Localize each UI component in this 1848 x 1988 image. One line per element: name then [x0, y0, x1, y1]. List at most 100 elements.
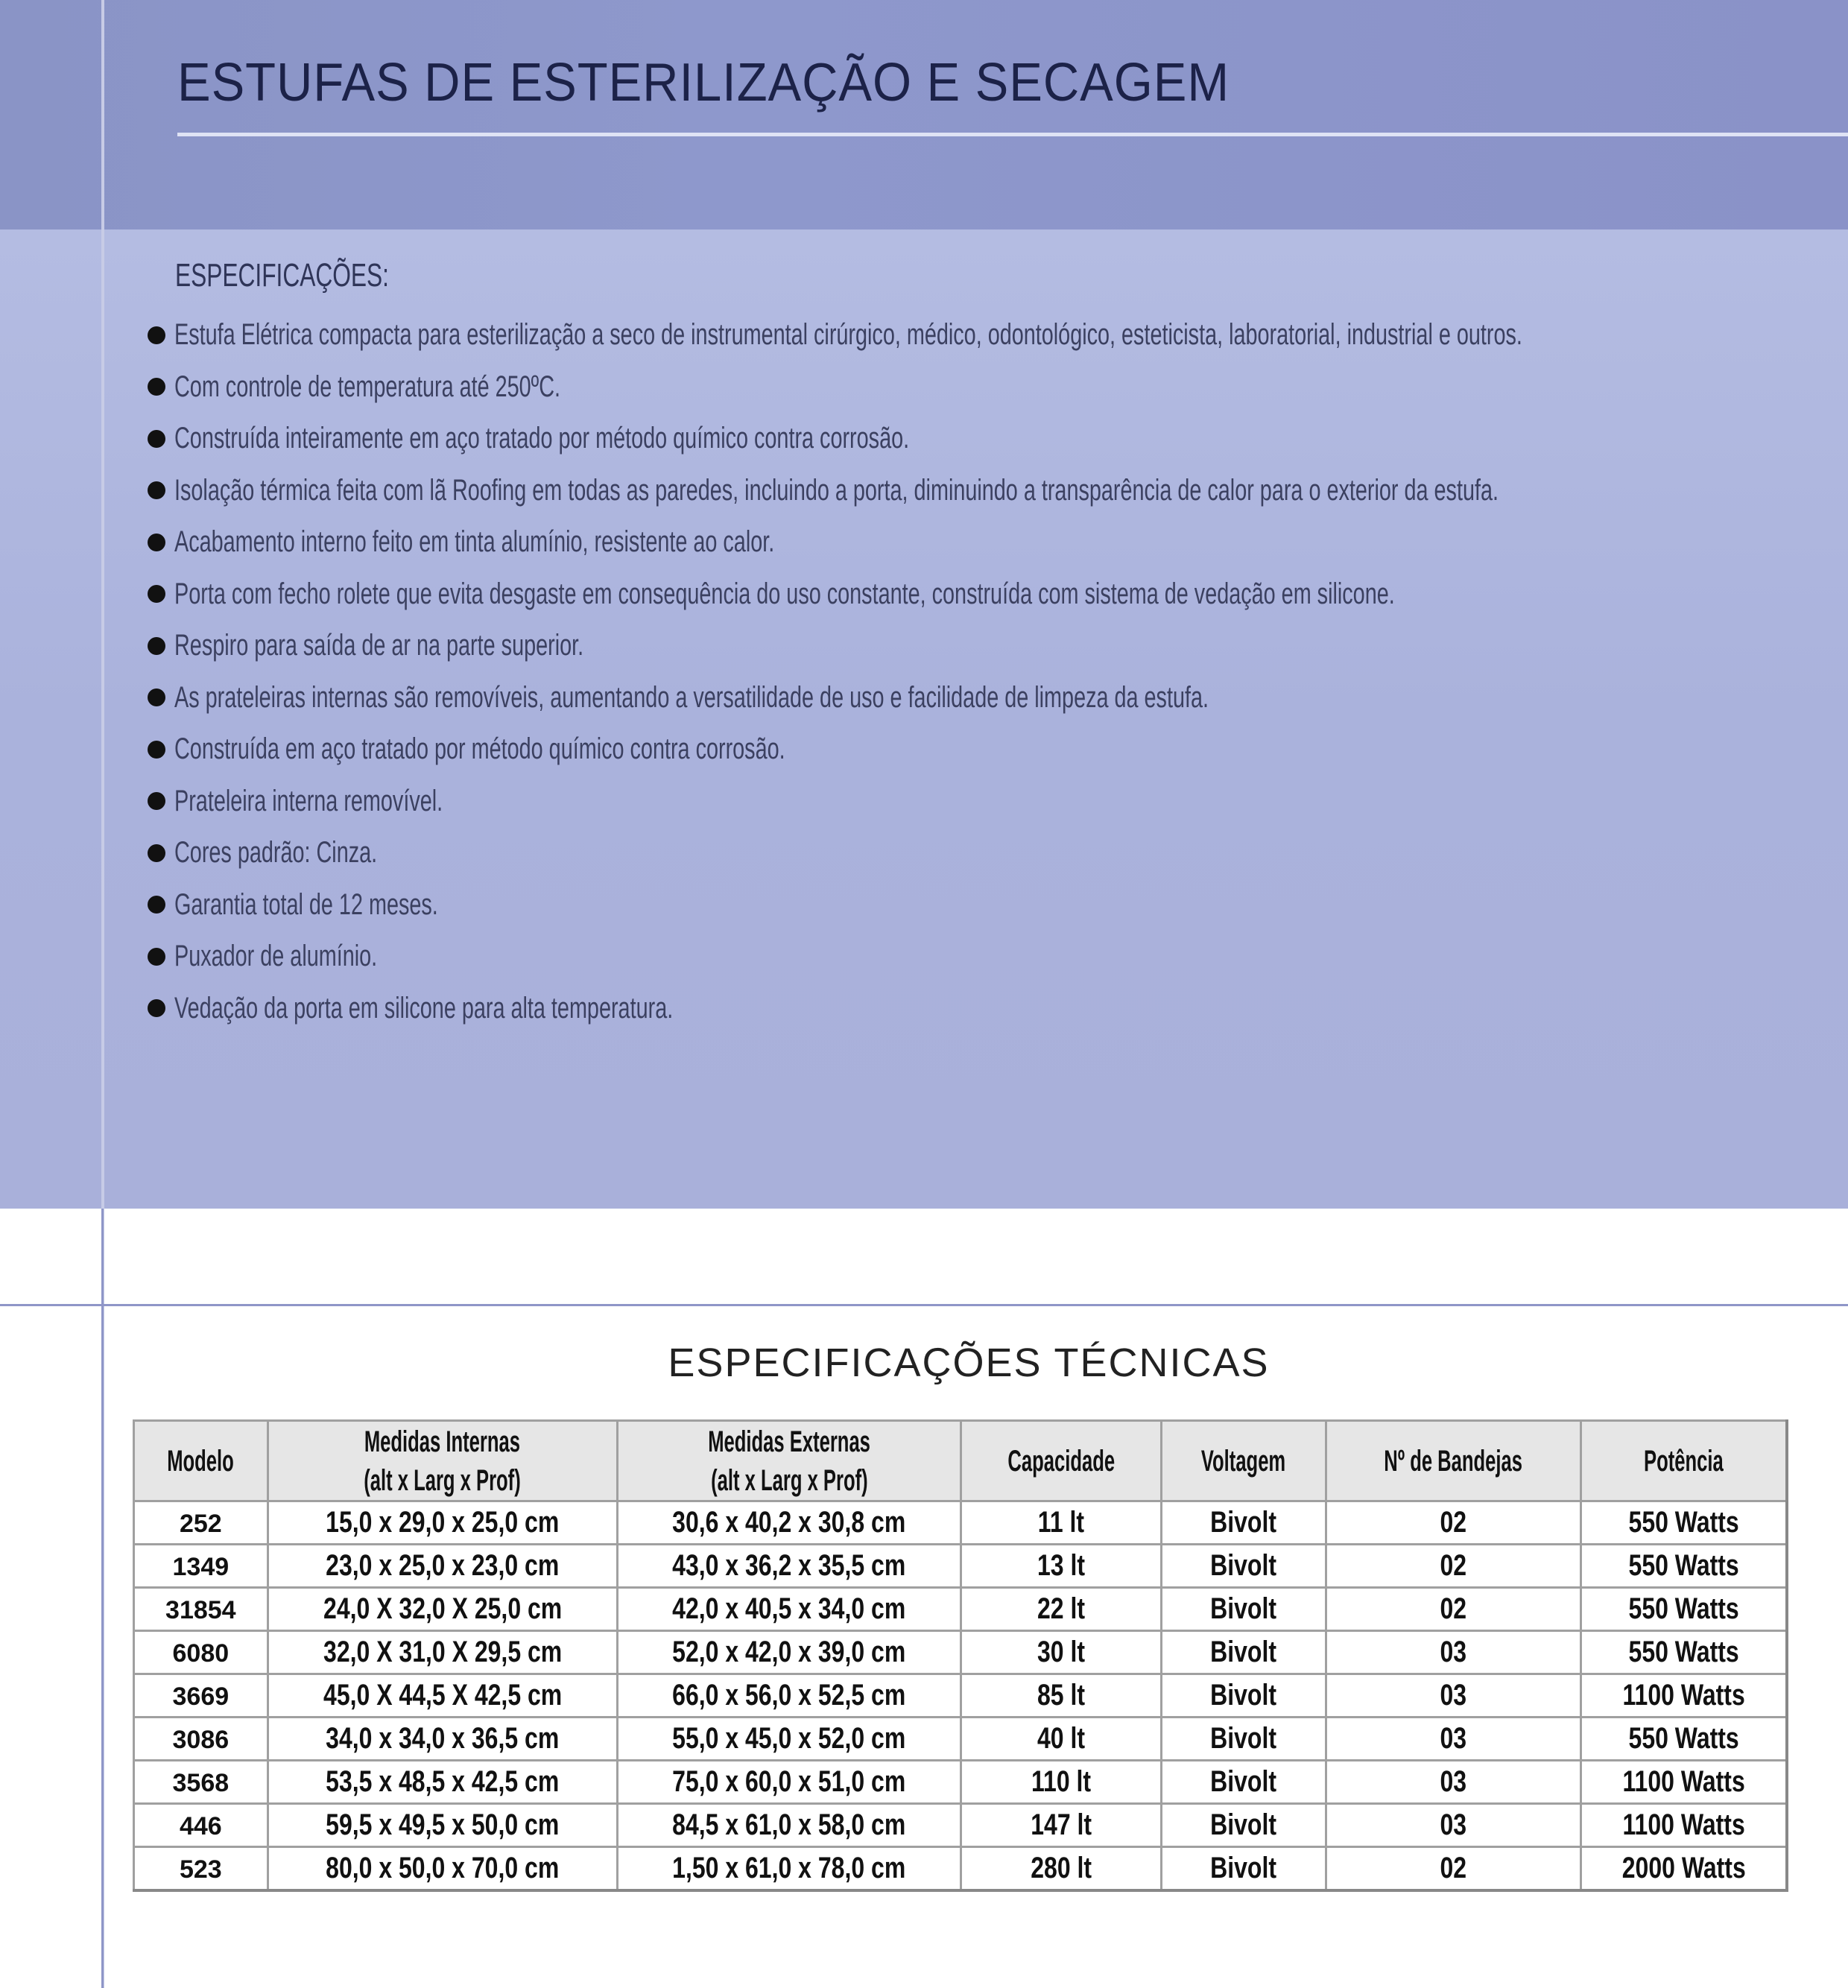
cell-text: 43,0 x 36,2 x 35,5 cm: [672, 1549, 906, 1582]
cell-text: 52,0 x 42,0 x 39,0 cm: [672, 1636, 906, 1668]
bullet-icon: [148, 999, 165, 1018]
table-cell: 1100 Watts: [1580, 1759, 1788, 1805]
spec-text: Cores padrão: Cinza.: [174, 836, 378, 870]
cell-text: 03: [1440, 1808, 1467, 1841]
cell-text: 53,5 x 48,5 x 42,5 cm: [326, 1765, 560, 1798]
spec-item: Acabamento interno feito em tinta alumín…: [148, 516, 1848, 569]
cell-text: 02: [1440, 1549, 1467, 1582]
table-row: 446 59,5 x 49,5 x 50,0 cm 84,5 x 61,0 x 58…: [133, 1802, 1788, 1848]
table-cell: Bivolt: [1159, 1586, 1327, 1632]
cell-text: 22 lt: [1037, 1592, 1086, 1625]
table-cell: 43,0 x 36,2 x 35,5 cm: [616, 1543, 963, 1589]
cell-text: 550 Watts: [1628, 1549, 1739, 1582]
cell-text: 02: [1440, 1506, 1467, 1539]
column-header: Nº de Bandejas: [1324, 1419, 1583, 1502]
cell-text: 3669: [172, 1682, 230, 1711]
table-cell: 523: [133, 1846, 269, 1891]
bullet-icon: [148, 740, 165, 759]
table-row: 3086 34,0 x 34,0 x 36,5 cm 55,0 x 45,0 x 5…: [133, 1716, 1788, 1761]
table-cell: 45,0 X 44,5 X 42,5 cm: [266, 1673, 619, 1718]
header-line: Medidas Internas: [364, 1425, 521, 1458]
bullet-icon: [148, 843, 165, 862]
table-cell: 110 lt: [960, 1759, 1162, 1805]
table-cell: 550 Watts: [1580, 1716, 1788, 1761]
bullet-icon: [148, 481, 165, 500]
tech-specs-table: Modelo Medidas Internas (alt x Larg x Prof…: [133, 1419, 1788, 1892]
table-cell: 40 lt: [960, 1716, 1162, 1761]
table-row: 523 80,0 x 50,0 x 70,0 cm 1,50 x 61,0 x 78…: [133, 1846, 1788, 1891]
bullet-icon: [148, 947, 165, 966]
table-cell: Bivolt: [1159, 1630, 1327, 1675]
bullet-icon: [148, 429, 165, 448]
table-title: ESPECIFICAÇÕES TÉCNICAS: [668, 1340, 1270, 1385]
header-line: Capacidade: [1007, 1444, 1116, 1478]
table-row: 252 15,0 x 29,0 x 25,0 cm 30,6 x 40,2 x 30…: [133, 1500, 1788, 1545]
cell-text: 550 Watts: [1628, 1722, 1739, 1755]
spec-text: Garantia total de 12 meses.: [174, 887, 438, 921]
cell-text: 31854: [165, 1596, 236, 1624]
margin-line: [101, 0, 104, 1988]
cell-text: 80,0 x 50,0 x 70,0 cm: [326, 1851, 560, 1884]
specs-heading: ESPECIFICAÇÕES:: [175, 257, 389, 294]
table-cell: 42,0 x 40,5 x 34,0 cm: [616, 1586, 963, 1632]
table-row: 1349 23,0 x 25,0 x 23,0 cm 43,0 x 36,2 x 3…: [133, 1543, 1788, 1589]
cell-text: 1,50 x 61,0 x 78,0 cm: [672, 1851, 906, 1884]
cell-text: 24,0 X 32,0 X 25,0 cm: [323, 1592, 562, 1625]
bullet-icon: [148, 585, 165, 604]
table-cell: 84,5 x 61,0 x 58,0 cm: [616, 1802, 963, 1848]
spec-item: As prateleiras internas são removíveis, …: [148, 672, 1848, 724]
cell-text: Bivolt: [1210, 1506, 1277, 1539]
table-cell: 32,0 X 31,0 X 29,5 cm: [266, 1630, 619, 1675]
table-cell: 446: [133, 1802, 269, 1848]
spec-text: Porta com fecho rolete que evita desgast…: [174, 577, 1395, 610]
cell-text: Bivolt: [1210, 1636, 1277, 1668]
spec-text: Estufa Elétrica compacta para esteriliza…: [174, 318, 1522, 352]
cell-text: 03: [1440, 1636, 1467, 1668]
cell-text: 550 Watts: [1628, 1506, 1739, 1539]
spec-text: Construída em aço tratado por método quí…: [174, 732, 785, 766]
cell-text: 3568: [172, 1769, 230, 1797]
table-cell: Bivolt: [1159, 1500, 1327, 1545]
header-line: Nº de Bandejas: [1384, 1444, 1523, 1478]
spec-item: Construída em aço tratado por método quí…: [148, 724, 1848, 776]
spec-item: Estufa Elétrica compacta para esteriliza…: [148, 309, 1848, 361]
table-cell: 3669: [133, 1673, 269, 1718]
cell-text: 147 lt: [1031, 1808, 1092, 1841]
table-cell: 31854: [133, 1586, 269, 1632]
header-line: Voltagem: [1201, 1444, 1286, 1478]
header-subline: (alt x Larg x Prof): [710, 1463, 868, 1497]
cell-text: 85 lt: [1037, 1679, 1086, 1712]
table-cell: 6080: [133, 1630, 269, 1675]
cell-text: Bivolt: [1210, 1679, 1277, 1712]
spec-text: Puxador de alumínio.: [174, 940, 378, 973]
table-cell: 1,50 x 61,0 x 78,0 cm: [616, 1846, 963, 1891]
table-cell: 550 Watts: [1580, 1630, 1788, 1675]
cell-text: Bivolt: [1210, 1808, 1277, 1841]
table-cell: 1100 Watts: [1580, 1802, 1788, 1848]
divider-line: [0, 1304, 1848, 1306]
cell-text: 03: [1440, 1679, 1467, 1712]
cell-text: 550 Watts: [1628, 1636, 1739, 1668]
spec-text: Isolação térmica feita com lã Roofing em…: [174, 473, 1499, 507]
cell-text: Bivolt: [1210, 1549, 1277, 1582]
spec-text: Respiro para saída de ar na parte superi…: [174, 629, 584, 662]
cell-text: 66,0 x 56,0 x 52,5 cm: [672, 1679, 906, 1712]
table-cell: 53,5 x 48,5 x 42,5 cm: [266, 1759, 619, 1805]
cell-text: 23,0 x 25,0 x 23,0 cm: [326, 1549, 560, 1582]
cell-text: 523: [179, 1855, 222, 1884]
cell-text: 55,0 x 45,0 x 52,0 cm: [672, 1722, 906, 1755]
cell-text: 42,0 x 40,5 x 34,0 cm: [672, 1592, 906, 1625]
bullet-icon: [148, 792, 165, 811]
table-cell: 59,5 x 49,5 x 50,0 cm: [266, 1802, 619, 1848]
table-cell: 550 Watts: [1580, 1500, 1788, 1545]
bullet-icon: [148, 636, 165, 655]
table-cell: 34,0 x 34,0 x 36,5 cm: [266, 1716, 619, 1761]
bullet-icon: [148, 896, 165, 914]
table-cell: Bivolt: [1159, 1543, 1327, 1589]
table-cell: 80,0 x 50,0 x 70,0 cm: [266, 1846, 619, 1891]
table-cell: 66,0 x 56,0 x 52,5 cm: [616, 1673, 963, 1718]
cell-text: 75,0 x 60,0 x 51,0 cm: [672, 1765, 906, 1798]
column-header: Medidas Internas (alt x Larg x Prof): [266, 1419, 619, 1502]
table-cell: Bivolt: [1159, 1802, 1327, 1848]
cell-text: 1100 Watts: [1622, 1765, 1745, 1798]
